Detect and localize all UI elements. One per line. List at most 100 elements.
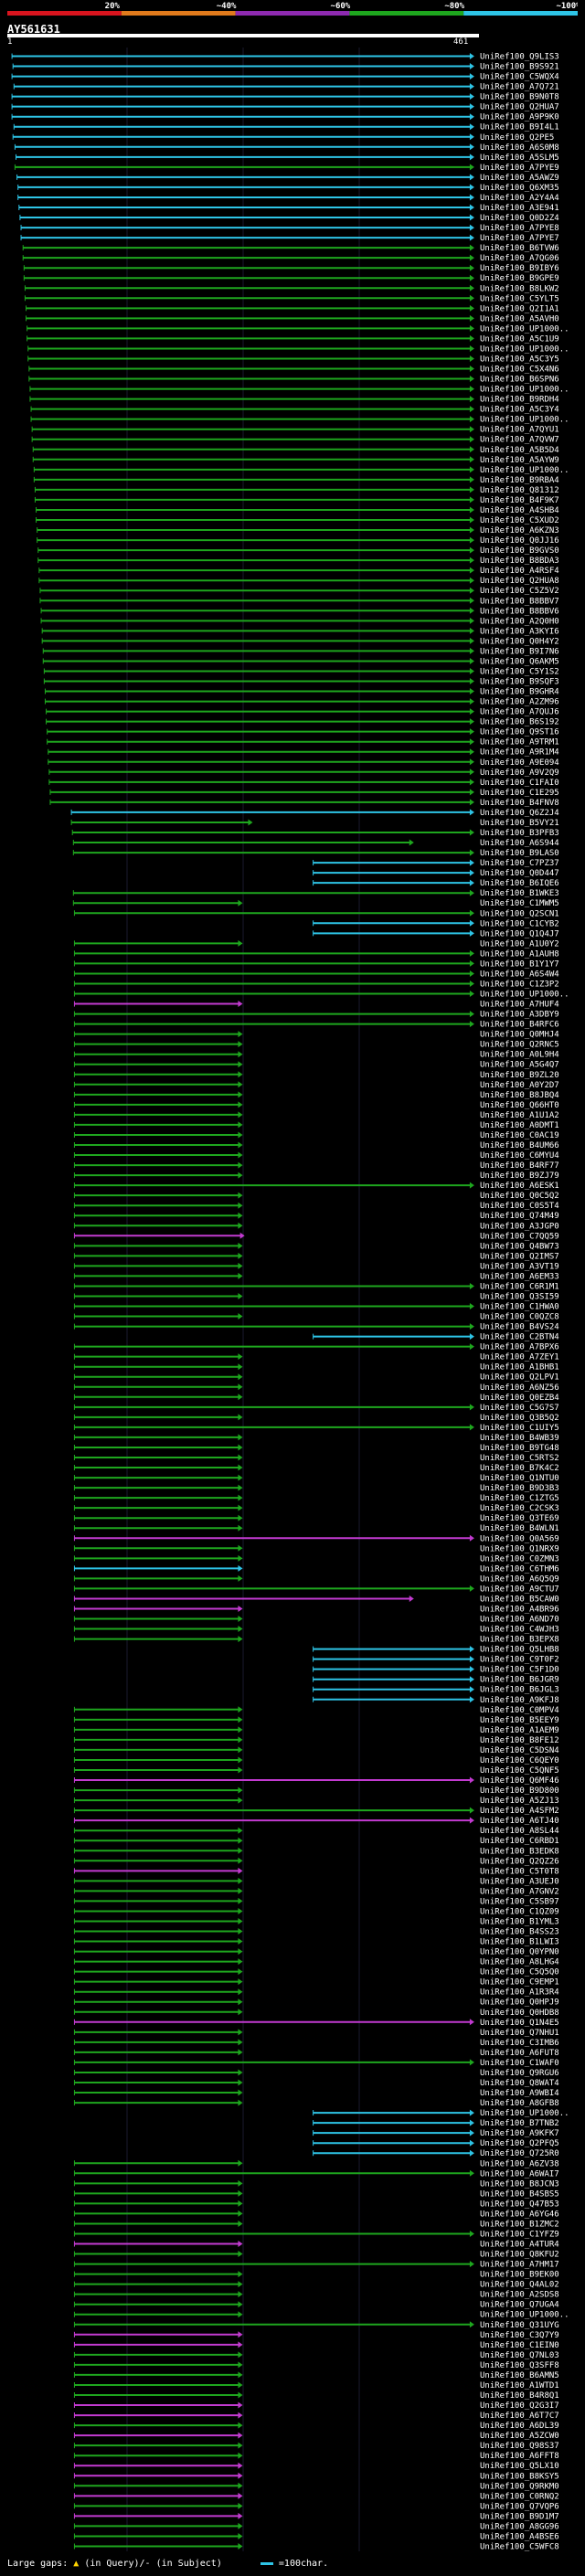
hit-row[interactable]: UniRef100_A0Y2D7 bbox=[73, 1081, 559, 1090]
hit-row[interactable]: UniRef100_C0QZC8 bbox=[73, 1313, 559, 1322]
hit-row[interactable]: UniRef100_C0MPV4 bbox=[73, 1706, 559, 1715]
hit-row[interactable]: UniRef100_Q2G3I7 bbox=[73, 2401, 559, 2411]
hit-row[interactable]: UniRef100_A7QG06 bbox=[22, 254, 559, 263]
hit-name-label[interactable]: UniRef100_C2CSK3 bbox=[480, 1504, 559, 1513]
hit-name-label[interactable]: UniRef100_A7PYE9 bbox=[480, 164, 559, 173]
hit-name-label[interactable]: UniRef100_A1U0Y2 bbox=[480, 939, 559, 949]
hit-row[interactable]: UniRef100_B9GPE9 bbox=[23, 274, 559, 283]
hit-name-label[interactable]: UniRef100_C0RNQ2 bbox=[480, 2492, 559, 2501]
hit-name-label[interactable]: UniRef100_Q2PE5 bbox=[480, 133, 554, 143]
hit-name-label[interactable]: UniRef100_Q8KFU2 bbox=[480, 2251, 559, 2260]
hit-name-label[interactable]: UniRef100_A1AEM9 bbox=[480, 1726, 559, 1735]
hit-name-label[interactable]: UniRef100_A5ZCW0 bbox=[480, 2432, 559, 2441]
hit-row[interactable]: UniRef100_A7PYE9 bbox=[14, 164, 559, 173]
hit-name-label[interactable]: UniRef100_A6S4W4 bbox=[480, 970, 559, 979]
hit-name-label[interactable]: UniRef100_A0L9H4 bbox=[480, 1051, 559, 1060]
hit-name-label[interactable]: UniRef100_A5C1U9 bbox=[480, 334, 559, 344]
hit-row[interactable]: UniRef100_B4F9K7 bbox=[34, 496, 559, 505]
hit-row[interactable]: UniRef100_C4WJH3 bbox=[73, 1626, 559, 1635]
hit-name-label[interactable]: UniRef100_Q2IMS7 bbox=[480, 1252, 559, 1261]
hit-row[interactable]: UniRef100_A7BPX6 bbox=[73, 1343, 559, 1352]
hit-name-label[interactable]: UniRef100_A9TRM1 bbox=[480, 738, 559, 747]
hit-name-label[interactable]: UniRef100_C0QZC8 bbox=[480, 1313, 559, 1322]
hit-name-label[interactable]: UniRef100_A7GNV2 bbox=[480, 1887, 559, 1896]
hit-name-label[interactable]: UniRef100_B9RDH4 bbox=[480, 396, 559, 405]
hit-name-label[interactable]: UniRef100_Q6Z2J4 bbox=[480, 809, 559, 818]
hit-name-label[interactable]: UniRef100_A1WTD1 bbox=[480, 2381, 559, 2390]
hit-name-label[interactable]: UniRef100_Q74M49 bbox=[480, 1212, 559, 1221]
hit-row[interactable]: UniRef100_B8JBQ4 bbox=[73, 1091, 559, 1100]
hit-row[interactable]: UniRef100_B6SPN6 bbox=[28, 376, 559, 385]
hit-row[interactable]: UniRef100_C6QEY0 bbox=[73, 1756, 559, 1765]
hit-row[interactable]: UniRef100_C7QQ59 bbox=[73, 1232, 559, 1241]
hit-name-label[interactable]: UniRef100_A3KYI6 bbox=[480, 627, 559, 636]
hit-name-label[interactable]: UniRef100_Q0EZB4 bbox=[480, 1394, 559, 1403]
hit-row[interactable]: UniRef100_UP1000.. bbox=[27, 324, 569, 334]
hit-name-label[interactable]: UniRef100_C5Z5V2 bbox=[480, 587, 559, 596]
hit-row[interactable]: UniRef100_Q2IMS7 bbox=[73, 1252, 559, 1261]
hit-name-label[interactable]: UniRef100_Q1N4E5 bbox=[480, 2019, 559, 2028]
hit-row[interactable]: UniRef100_Q7UGA4 bbox=[73, 2301, 559, 2310]
hit-row[interactable]: UniRef100_A7HUF4 bbox=[73, 1001, 559, 1010]
hit-name-label[interactable]: UniRef100_UP1000.. bbox=[480, 991, 569, 1000]
hit-row[interactable]: UniRef100_Q8WAT4 bbox=[73, 2079, 559, 2088]
hit-name-label[interactable]: UniRef100_Q9RGU6 bbox=[480, 2069, 559, 2078]
hit-row[interactable]: UniRef100_A4RSF4 bbox=[38, 567, 559, 576]
hit-row[interactable]: UniRef100_Q9RGU6 bbox=[73, 2069, 559, 2078]
hit-name-label[interactable]: UniRef100_A7ZEY1 bbox=[480, 1353, 559, 1362]
hit-name-label[interactable]: UniRef100_C3Q7Y9 bbox=[480, 2331, 559, 2340]
hit-name-label[interactable]: UniRef100_C1EIN0 bbox=[480, 2341, 559, 2350]
hit-row[interactable]: UniRef100_A9KFK7 bbox=[313, 2129, 559, 2138]
hit-row[interactable]: UniRef100_Q0HDB8 bbox=[73, 2009, 559, 2018]
hit-name-label[interactable]: UniRef100_C2BTN4 bbox=[480, 1333, 559, 1342]
hit-name-label[interactable]: UniRef100_A5AYW9 bbox=[480, 456, 559, 465]
hit-name-label[interactable]: UniRef100_Q81312 bbox=[480, 486, 559, 495]
hit-name-label[interactable]: UniRef100_C0S5T4 bbox=[480, 1202, 559, 1211]
hit-name-label[interactable]: UniRef100_A7PYE7 bbox=[480, 234, 559, 243]
hit-name-label[interactable]: UniRef100_B9LAS0 bbox=[480, 849, 559, 858]
hit-row[interactable]: UniRef100_A8LHG4 bbox=[73, 1958, 559, 1967]
hit-name-label[interactable]: UniRef100_UP1000.. bbox=[480, 2109, 569, 2118]
hit-row[interactable]: UniRef100_C5YLT5 bbox=[24, 294, 559, 303]
hit-name-label[interactable]: UniRef100_C6THM6 bbox=[480, 1564, 559, 1574]
hit-name-label[interactable]: UniRef100_Q0C5Q2 bbox=[480, 1192, 559, 1201]
hit-row[interactable]: UniRef100_Q0C5Q2 bbox=[73, 1192, 559, 1201]
hit-name-label[interactable]: UniRef100_Q9LIS3 bbox=[480, 53, 559, 62]
hit-row[interactable]: UniRef100_A4BR96 bbox=[73, 1605, 559, 1614]
hit-row[interactable]: UniRef100_C0AC19 bbox=[73, 1131, 559, 1140]
hit-name-label[interactable]: UniRef100_Q7UGA4 bbox=[480, 2301, 559, 2310]
hit-name-label[interactable]: UniRef100_Q0HPJ9 bbox=[480, 1998, 559, 2008]
hit-row[interactable]: UniRef100_B4RF77 bbox=[73, 1161, 559, 1171]
hit-row[interactable]: UniRef100_A9TRM1 bbox=[47, 738, 559, 747]
hit-name-label[interactable]: UniRef100_Q1NRX9 bbox=[480, 1544, 559, 1553]
hit-name-label[interactable]: UniRef100_A6S0M8 bbox=[480, 143, 559, 153]
hit-name-label[interactable]: UniRef100_A6FUT8 bbox=[480, 2049, 559, 2058]
hit-row[interactable]: UniRef100_A6EM33 bbox=[73, 1272, 559, 1281]
hit-name-label[interactable]: UniRef100_C5Y1S2 bbox=[480, 667, 559, 676]
hit-name-label[interactable]: UniRef100_B3EPX8 bbox=[480, 1636, 559, 1645]
hit-row[interactable]: UniRef100_B9S921 bbox=[12, 63, 559, 72]
hit-name-label[interactable]: UniRef100_B6IQE6 bbox=[480, 879, 559, 888]
hit-row[interactable]: UniRef100_Q31UYG bbox=[73, 2321, 559, 2330]
hit-row[interactable]: UniRef100_Q9RKM0 bbox=[73, 2482, 559, 2491]
hit-row[interactable]: UniRef100_A6NZ56 bbox=[73, 1383, 559, 1393]
hit-row[interactable]: UniRef100_B9I4L1 bbox=[13, 123, 559, 133]
hit-row[interactable]: UniRef100_C5QNF5 bbox=[73, 1766, 559, 1776]
hit-name-label[interactable]: UniRef100_C1UIY5 bbox=[480, 1424, 559, 1433]
hit-row[interactable]: UniRef100_Q1N4E5 bbox=[73, 2019, 559, 2028]
hit-name-label[interactable]: UniRef100_A5C3Y5 bbox=[480, 355, 559, 364]
hit-name-label[interactable]: UniRef100_C1QZ09 bbox=[480, 1907, 559, 1916]
hit-row[interactable]: UniRef100_B3PFB3 bbox=[71, 829, 559, 838]
hit-row[interactable]: UniRef100_Q4BW73 bbox=[73, 1242, 559, 1251]
hit-name-label[interactable]: UniRef100_Q2HUA7 bbox=[480, 103, 559, 112]
hit-name-label[interactable]: UniRef100_B1LWI3 bbox=[480, 1938, 559, 1947]
hit-row[interactable]: UniRef100_C1YFZ9 bbox=[73, 2230, 559, 2239]
hit-name-label[interactable]: UniRef100_UP1000.. bbox=[480, 345, 569, 354]
hit-name-label[interactable]: UniRef100_C9EMP1 bbox=[480, 1978, 559, 1988]
hit-row[interactable]: UniRef100_Q1NRX9 bbox=[73, 1544, 559, 1553]
hit-row[interactable]: UniRef100_A7ZEY1 bbox=[73, 1353, 559, 1362]
hit-row[interactable]: UniRef100_A4TUR4 bbox=[73, 2241, 559, 2250]
hit-name-label[interactable]: UniRef100_C7PZ37 bbox=[480, 859, 559, 868]
hit-row[interactable]: UniRef100_Q9LIS3 bbox=[11, 53, 559, 62]
hit-name-label[interactable]: UniRef100_UP1000.. bbox=[480, 466, 569, 475]
